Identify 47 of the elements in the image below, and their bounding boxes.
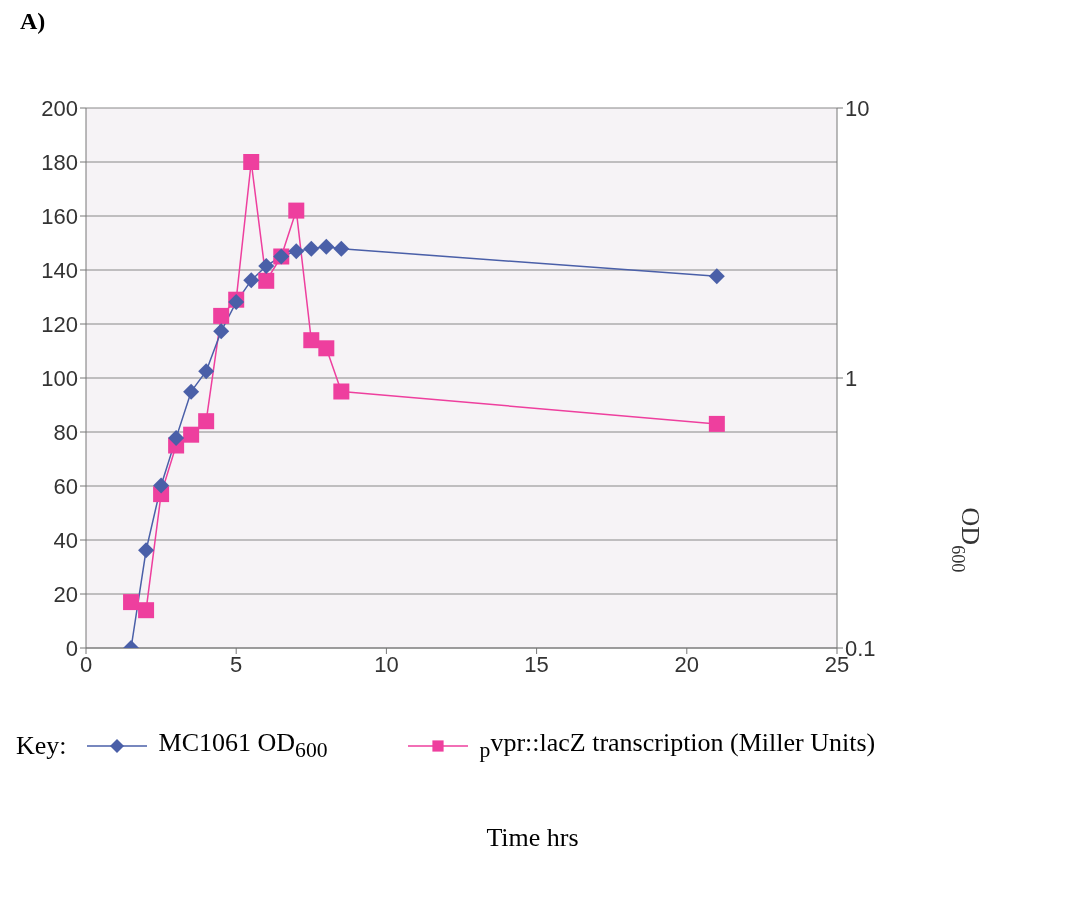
- point: [183, 383, 200, 400]
- y-tick-label: 60: [53, 473, 78, 499]
- point: [303, 240, 320, 257]
- point: [213, 307, 230, 324]
- point: [243, 272, 260, 289]
- point: [303, 332, 320, 349]
- y-tick-label: 120: [41, 311, 78, 337]
- y-tick-label: 200: [41, 95, 78, 121]
- x-tick-label: 15: [524, 651, 549, 677]
- point: [243, 154, 260, 170]
- point: [708, 415, 725, 432]
- text: Time hrs: [485, 823, 580, 854]
- x-tick-label: 5: [230, 651, 243, 677]
- point: [153, 477, 170, 494]
- y2-tick-label: 10: [845, 95, 870, 121]
- point: [258, 257, 275, 274]
- y2-tick-label: 1: [845, 365, 858, 391]
- y-tick-label: 40: [53, 527, 78, 553]
- y-tick-label: 20: [53, 581, 78, 607]
- y-tick-label: 160: [41, 203, 78, 229]
- point: [198, 363, 215, 380]
- x-tick-label: 10: [374, 651, 399, 677]
- chart-title: A): [20, 8, 47, 36]
- point: [318, 340, 335, 357]
- point: [288, 202, 305, 219]
- point: [708, 268, 725, 285]
- point: [333, 240, 350, 257]
- legend-label: $_{p}$vpr::lacZ transcription (Miller Units): [479, 728, 876, 764]
- y-tick-label: 180: [41, 149, 78, 175]
- point: [198, 413, 215, 430]
- y-tick-label: 80: [53, 419, 78, 445]
- point: [183, 426, 200, 443]
- y-tick-label: 100: [41, 365, 78, 391]
- point: [213, 323, 230, 340]
- point: [123, 594, 140, 611]
- x-tick-label: 20: [674, 651, 700, 677]
- y-tick-label: 0: [65, 635, 78, 661]
- point: [333, 383, 350, 400]
- point: [168, 429, 185, 446]
- point: [288, 243, 305, 260]
- point: [318, 238, 335, 255]
- legend-label: MC1061 OD$_{600}$: [158, 728, 328, 764]
- point: [138, 542, 155, 559]
- y-tick-label: 140: [41, 257, 78, 283]
- point: [138, 602, 155, 619]
- legend-title: Key:: [16, 730, 67, 761]
- point: [258, 272, 275, 289]
